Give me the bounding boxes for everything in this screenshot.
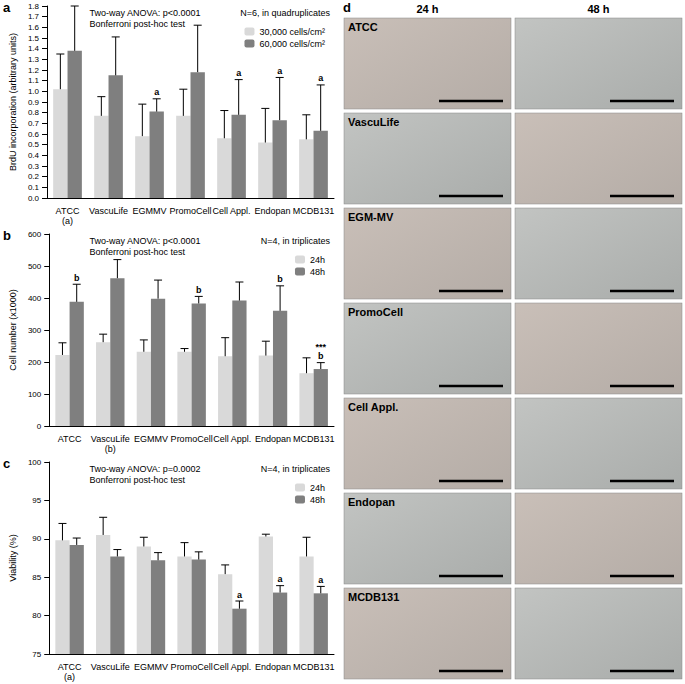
svg-text:b: b [3,228,11,243]
svg-text:Bonferroni post-hoc test: Bonferroni post-hoc test [89,247,185,257]
svg-text:80: 80 [32,611,41,620]
svg-text:600: 600 [28,230,42,239]
svg-text:a: a [318,575,324,585]
svg-text:Cell Appl.: Cell Appl. [348,401,398,413]
svg-text:1.3: 1.3 [28,55,40,64]
svg-text:b: b [318,351,324,361]
svg-text:300: 300 [28,326,42,335]
svg-text:MCDB131: MCDB131 [293,662,335,672]
svg-text:0.2: 0.2 [28,172,40,181]
svg-text:N=4, in triplicates: N=4, in triplicates [261,464,331,474]
svg-text:0.0: 0.0 [28,194,40,203]
svg-text:N=6, in quadruplicates: N=6, in quadruplicates [240,8,330,18]
svg-text:1.2: 1.2 [28,66,40,75]
svg-text:(a): (a) [64,672,75,682]
svg-text:75: 75 [32,650,41,659]
svg-text:VascuLife: VascuLife [348,116,399,128]
svg-text:30,000 cells/cm²: 30,000 cells/cm² [259,27,325,37]
svg-text:100: 100 [28,390,42,399]
svg-text:Cell Appl.: Cell Appl. [212,206,250,216]
svg-text:1.7: 1.7 [28,12,40,21]
svg-text:a: a [318,73,324,83]
svg-text:1.4: 1.4 [28,44,40,53]
svg-text:VascuLife: VascuLife [91,434,130,444]
svg-text:a: a [278,574,284,584]
svg-text:VascuLife: VascuLife [89,206,128,216]
svg-text:b: b [196,285,202,295]
svg-text:48 h: 48 h [587,3,609,15]
svg-text:Endopan: Endopan [348,496,395,508]
svg-text:a: a [277,66,283,76]
svg-text:0.5: 0.5 [28,140,40,149]
svg-text:EGM-MV: EGM-MV [348,211,394,223]
svg-text:1.8: 1.8 [28,2,40,11]
svg-text:(b): (b) [105,444,116,454]
svg-text:500: 500 [28,262,42,271]
svg-text:0.4: 0.4 [28,151,40,160]
svg-text:VascuLife: VascuLife [91,662,130,672]
svg-text:BrdU incorporation (arbitrary: BrdU incorporation (arbitrary units) [8,33,18,171]
svg-text:Bonferroni post-hoc test: Bonferroni post-hoc test [89,475,185,485]
svg-text:Viability (%): Viability (%) [8,534,18,581]
svg-text:0.6: 0.6 [28,130,40,139]
svg-text:c: c [3,456,10,471]
svg-text:Endopan: Endopan [255,434,291,444]
svg-text:a: a [154,87,160,97]
svg-text:a: a [3,0,11,15]
svg-text:ATCC: ATCC [58,434,82,444]
svg-text:24 h: 24 h [416,3,438,15]
svg-text:b: b [277,274,283,284]
svg-text:0.9: 0.9 [28,98,40,107]
svg-text:Cell number (x1000): Cell number (x1000) [8,289,18,371]
svg-text:MCDB131: MCDB131 [293,206,335,216]
svg-text:PromoCell: PromoCell [348,306,403,318]
svg-text:ATCC: ATCC [58,662,82,672]
svg-text:1.6: 1.6 [28,23,40,32]
svg-text:PromoCell: PromoCell [171,434,213,444]
svg-text:ATCC: ATCC [348,21,378,33]
svg-text:ATCC: ATCC [56,206,80,216]
svg-text:60,000 cells/cm²: 60,000 cells/cm² [259,39,325,49]
svg-text:0.1: 0.1 [28,183,40,192]
svg-text:24h: 24h [310,255,325,265]
svg-text:PromoCell: PromoCell [170,206,212,216]
svg-text:Two-way ANOVA: p<0.0001: Two-way ANOVA: p<0.0001 [89,8,200,18]
svg-text:Endopan: Endopan [255,662,291,672]
svg-text:400: 400 [28,294,42,303]
svg-text:24h: 24h [310,483,325,493]
svg-text:MCDB131: MCDB131 [348,591,399,603]
svg-text:Endopan: Endopan [254,206,290,216]
svg-text:48h: 48h [310,267,325,277]
svg-text:1.5: 1.5 [28,34,40,43]
svg-text:48h: 48h [310,495,325,505]
svg-text:85: 85 [32,573,41,582]
svg-text:0.8: 0.8 [28,108,40,117]
svg-text:0: 0 [37,422,42,431]
svg-text:Bonferroni post-hoc test: Bonferroni post-hoc test [89,19,185,29]
svg-text:a: a [237,590,243,600]
svg-text:0.7: 0.7 [28,119,40,128]
svg-text:EGMMV: EGMMV [133,206,167,216]
svg-text:MCDB131: MCDB131 [293,434,335,444]
svg-text:Two-way ANOVA: p=0.0002: Two-way ANOVA: p=0.0002 [89,464,200,474]
svg-text:95: 95 [32,496,41,505]
svg-text:PromoCell: PromoCell [171,662,213,672]
svg-text:90: 90 [32,534,41,543]
svg-text:EGMMV: EGMMV [134,662,168,672]
svg-text:d: d [343,0,351,15]
svg-text:Two-way ANOVA: p<0.0001: Two-way ANOVA: p<0.0001 [89,236,200,246]
svg-text:EGMMV: EGMMV [134,434,168,444]
svg-text:1.1: 1.1 [28,76,40,85]
svg-text:1.0: 1.0 [28,87,40,96]
svg-text:a: a [236,68,242,78]
svg-text:200: 200 [28,358,42,367]
svg-text:b: b [74,273,80,283]
svg-text:Cell Appl.: Cell Appl. [213,662,251,672]
svg-text:Cell Appl.: Cell Appl. [213,434,251,444]
svg-text:0.3: 0.3 [28,162,40,171]
svg-text:N=4, in triplicates: N=4, in triplicates [261,236,331,246]
svg-text:100: 100 [28,458,42,467]
svg-text:(a): (a) [62,216,73,226]
